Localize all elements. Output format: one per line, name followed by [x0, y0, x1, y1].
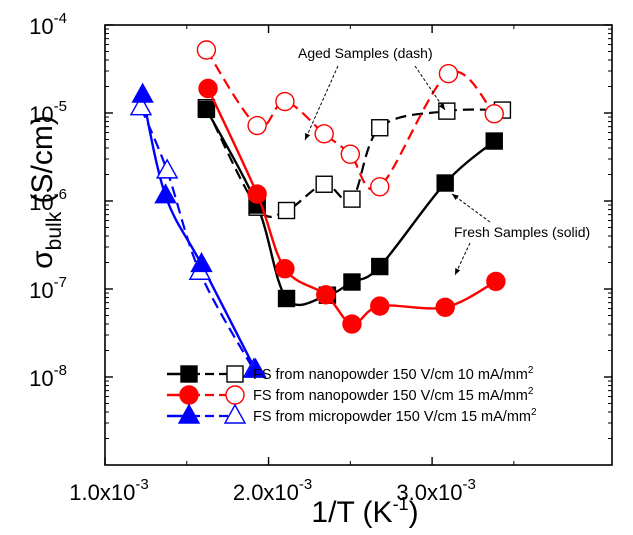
aged-point [343, 190, 361, 208]
axis-ticks: 1.0x10-3 2.0x10-3 3.0x10-3 10-8 10-7 10-6 10-5… [29, 10, 612, 505]
y-tick-label: 10-6 [29, 186, 67, 215]
y-tick-label: 10-5 [29, 98, 67, 127]
aged-arrow-left [304, 65, 339, 141]
legend-marker-filled [180, 365, 198, 383]
fresh-arrow-up-head [452, 194, 459, 201]
fresh-point [435, 297, 455, 317]
aged-point [247, 115, 267, 136]
legend-marker-filled [179, 385, 199, 405]
aged-arrow-right-head [439, 103, 445, 110]
fresh-point [343, 273, 361, 291]
plot-frame [104, 24, 613, 466]
aged-point [340, 144, 361, 164]
fresh-point [370, 296, 390, 316]
aged-point [196, 40, 217, 60]
y-axis-title: σbulk (S/cm) [26, 115, 66, 269]
aged-point [371, 119, 389, 137]
legend-marker-open [225, 385, 245, 405]
x-tick-label: 1.0x10-3 [69, 476, 148, 505]
x-tick-label: 3.0x10-3 [396, 476, 475, 505]
fresh-point [485, 132, 503, 150]
aged-point [484, 104, 504, 124]
aged-point [275, 91, 295, 112]
fresh-point [244, 357, 267, 378]
fresh-point [277, 289, 296, 308]
series-circle [196, 40, 506, 334]
fresh-point [436, 174, 454, 192]
x-tick-label: 2.0x10-3 [233, 476, 312, 505]
aged-point [277, 201, 296, 220]
aged-line [139, 107, 255, 371]
y-tick-label: 10-8 [29, 362, 67, 391]
legend-entry: FS from nanopowder 150 V/cm 15 mA/mm2 [167, 385, 534, 405]
aged-point [314, 124, 334, 144]
fresh-point [190, 252, 213, 273]
fresh-point [198, 78, 218, 99]
fresh-point [154, 183, 177, 204]
annotations: Aged Samples (dash) Fresh Samples (solid… [298, 45, 590, 276]
fresh-point [486, 271, 506, 292]
fresh-line [141, 94, 257, 371]
fresh-point [316, 285, 336, 305]
fresh-point [342, 314, 362, 334]
legend-label: FS from nanopowder 150 V/cm 10 mA/mm2 [253, 365, 534, 383]
fresh-point [371, 257, 389, 276]
legend-entry: FS from micropowder 150 V/cm 15 mA/mm2 [167, 403, 537, 425]
legend-label: FS from micropowder 150 V/cm 15 mA/mm2 [253, 407, 537, 425]
fresh-point [275, 259, 295, 279]
aged-point [315, 175, 333, 193]
legend: FS from nanopowder 150 V/cm 10 mA/mm2 FS … [167, 365, 537, 425]
aged-point [438, 63, 459, 84]
series-group [129, 40, 512, 378]
fresh-point [247, 184, 267, 204]
aged-point [370, 177, 390, 197]
legend-marker-open [223, 403, 247, 424]
x-axis-title: 1/T (K-1) [311, 494, 418, 529]
legend-marker-open [226, 365, 244, 383]
fresh-arrow-down-head [455, 268, 461, 275]
aged-point [155, 158, 179, 179]
fresh-annotation: Fresh Samples (solid) [454, 224, 590, 240]
fresh-point [131, 82, 154, 103]
y-tick-label: 10-4 [29, 10, 67, 39]
legend-entry: FS from nanopowder 150 V/cm 10 mA/mm2 [167, 365, 534, 383]
plot-border [104, 24, 613, 466]
aged-annotation: Aged Samples (dash) [298, 45, 433, 61]
y-tick-label: 10-7 [29, 274, 67, 303]
legend-label: FS from nanopowder 150 V/cm 15 mA/mm2 [253, 386, 534, 404]
series-triangle [129, 82, 267, 378]
fresh-point [197, 100, 216, 119]
fresh-arrow-down [454, 242, 471, 276]
legend-marker-filled [177, 403, 201, 424]
aged-point [129, 95, 153, 116]
aged-arrow-right [414, 65, 446, 111]
fresh-arrow-up [451, 193, 491, 223]
aged-arrow-left-head [305, 133, 311, 140]
